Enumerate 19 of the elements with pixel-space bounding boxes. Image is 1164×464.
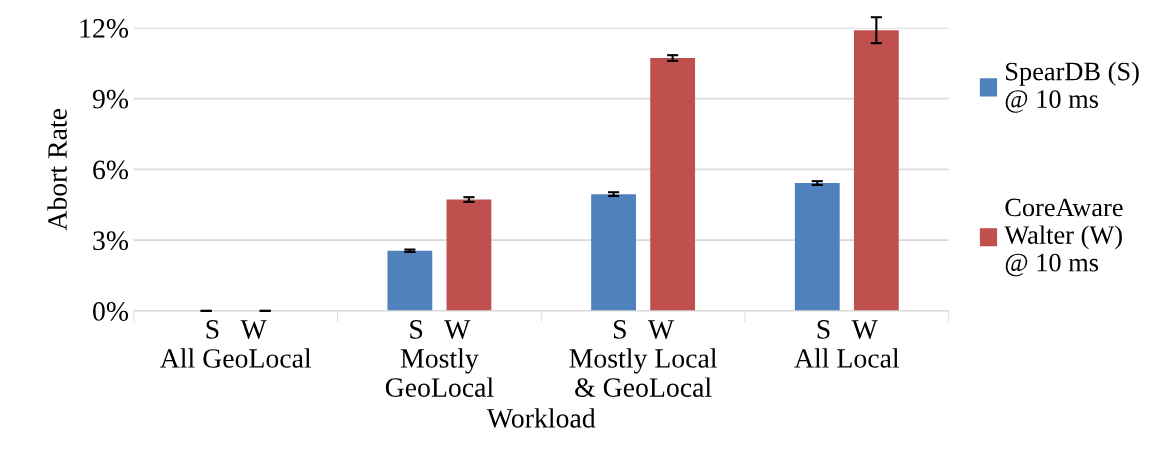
y-tick-label: 9%: [92, 89, 129, 109]
x-tick-label: S W Mostly Local & GeoLocal: [569, 320, 717, 397]
y-tick-label: 3%: [93, 231, 129, 251]
y-tick-label: 12%: [80, 19, 129, 38]
bar: [387, 250, 433, 311]
bar: [794, 183, 840, 311]
legend-label: CoreAware Walter (W) @ 10 ms: [1004, 198, 1123, 277]
x-axis-title: Workload: [486, 408, 596, 428]
x-tick-label: S W All GeoLocal: [160, 320, 312, 368]
bar: [446, 199, 492, 311]
legend-label: SpearDB (S) @ 10 ms: [1005, 61, 1139, 113]
bar: [853, 30, 899, 311]
x-tick-label: S W Mostly GeoLocal: [385, 320, 494, 397]
x-tick-label: S W All Local: [794, 320, 900, 368]
bar: [591, 194, 636, 311]
y-axis-title: Abort Rate: [47, 109, 67, 231]
y-tick-label: 0%: [93, 302, 129, 321]
y-tick-label: 6%: [93, 160, 129, 180]
bar: [650, 58, 696, 311]
